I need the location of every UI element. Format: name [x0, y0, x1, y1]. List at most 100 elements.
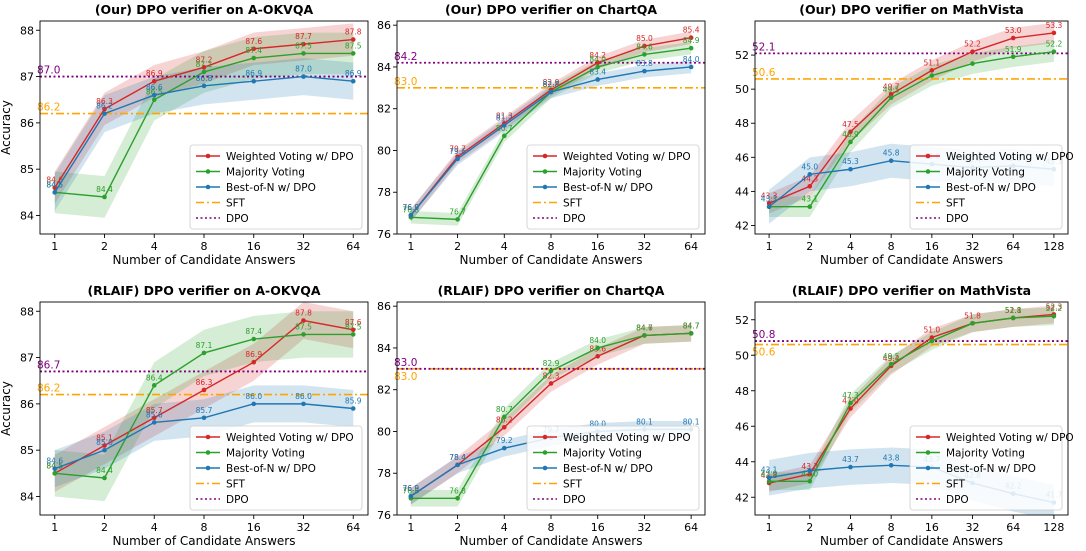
- data-label: 84.0: [589, 55, 606, 64]
- data-label: 87.5: [295, 322, 312, 331]
- y-tick-label: 84: [377, 61, 391, 74]
- data-point: [595, 353, 601, 359]
- x-tick-label: 1: [407, 240, 414, 253]
- y-tick-label: 84: [377, 342, 391, 355]
- sft-value-label: 83.0: [394, 371, 417, 383]
- legend-marker: [542, 434, 548, 440]
- data-point: [807, 478, 813, 484]
- data-label: 43.8: [883, 453, 900, 462]
- data-point: [888, 91, 894, 97]
- data-label: 87.4: [245, 327, 262, 336]
- legend-label: Weighted Voting w/ DPO: [226, 432, 354, 444]
- y-tick-label: 80: [377, 425, 391, 438]
- data-label: 43.0: [801, 469, 818, 478]
- x-tick-label: 8: [201, 521, 208, 534]
- y-tick-label: 52: [735, 49, 749, 62]
- data-point: [501, 414, 507, 420]
- data-label: 87.8: [295, 309, 312, 318]
- legend-label: SFT: [946, 198, 966, 210]
- data-point: [1010, 35, 1016, 41]
- data-label: 52.2: [964, 40, 981, 49]
- data-point: [929, 73, 935, 78]
- data-point: [548, 381, 554, 386]
- legend-label: Majority Voting: [563, 448, 642, 460]
- legend-label: Best-of-N w/ DPO: [946, 463, 1036, 475]
- legend-label: SFT: [563, 198, 583, 210]
- x-tick-label: 1: [766, 521, 773, 534]
- legend-label: Weighted Voting w/ DPO: [946, 432, 1074, 444]
- data-label: 87.5: [345, 41, 362, 50]
- data-point: [888, 95, 894, 100]
- data-point: [201, 387, 207, 393]
- x-tick-label: 64: [1006, 521, 1020, 534]
- data-point: [455, 156, 460, 162]
- data-label: 85.0: [636, 34, 653, 43]
- x-tick-label: 16: [247, 521, 261, 534]
- band-1: [54, 32, 354, 218]
- band-1: [54, 311, 354, 502]
- data-label: 52.3: [1046, 302, 1063, 311]
- data-label: 84.0: [589, 336, 606, 345]
- data-point: [807, 471, 813, 477]
- data-point: [301, 41, 306, 47]
- legend-box: [526, 425, 700, 511]
- data-label: 85.1: [96, 434, 113, 443]
- y-tick-label: 46: [735, 420, 749, 433]
- data-point: [301, 332, 306, 337]
- data-label: 84.4: [96, 185, 113, 194]
- data-label: 49.5: [883, 352, 900, 361]
- legend: Weighted Voting w/ DPO Majority Voting Bes…: [189, 425, 363, 511]
- data-point: [501, 424, 507, 430]
- data-point: [251, 336, 257, 342]
- y-tick-label: 42: [735, 219, 749, 232]
- legend-marker: [205, 169, 211, 174]
- data-point: [548, 89, 554, 95]
- x-tick-label: 1: [766, 240, 773, 253]
- sft-value-label: 50.6: [752, 347, 776, 359]
- legend-marker: [205, 465, 211, 471]
- dpo-value-label: 52.1: [752, 41, 775, 53]
- x-tick-label: 8: [548, 240, 555, 253]
- y-tick-label: 85: [20, 444, 34, 457]
- data-label: 86.0: [245, 392, 262, 401]
- data-label: 45.0: [801, 162, 818, 171]
- x-tick-label: 64: [346, 521, 360, 534]
- data-label: 86.9: [146, 69, 163, 78]
- data-point: [501, 133, 507, 139]
- data-label: 53.3: [1046, 21, 1063, 30]
- data-point: [102, 106, 107, 112]
- dpo-value-label: 84.2: [394, 51, 417, 63]
- data-point: [251, 46, 257, 52]
- data-label: 49.7: [883, 82, 900, 91]
- y-tick-label: 88: [20, 305, 34, 318]
- data-point: [102, 194, 107, 200]
- data-point: [151, 97, 157, 103]
- x-axis-label: Number of Candidate Answers: [820, 534, 1003, 548]
- x-tick-label: 4: [501, 240, 508, 253]
- legend-label: Majority Voting: [946, 448, 1025, 460]
- data-point: [1010, 315, 1016, 321]
- data-label: 51.1: [923, 58, 940, 67]
- legend-label: Majority Voting: [226, 448, 305, 460]
- data-label: 42.9: [761, 469, 778, 478]
- data-label: 85.9: [345, 397, 362, 406]
- x-tick-label: 2: [806, 521, 813, 534]
- data-label: 45.8: [883, 149, 900, 158]
- x-tick-label: 128: [1043, 240, 1064, 253]
- panel-title: (RLAIF) DPO verifier on MathVista: [792, 283, 1031, 298]
- data-label: 86.6: [146, 83, 163, 92]
- y-tick-label: 78: [377, 467, 391, 480]
- legend-label: DPO: [226, 213, 249, 225]
- data-point: [848, 139, 853, 145]
- y-tick-label: 48: [735, 117, 749, 130]
- data-point: [350, 78, 356, 84]
- y-tick-label: 84: [20, 490, 34, 503]
- data-label: 76.8: [449, 486, 466, 495]
- y-tick-label: 76: [377, 228, 391, 241]
- panel-4: 86.786.284.585.185.786.386.987.887.684.5…: [0, 283, 369, 548]
- legend-box: [189, 425, 363, 511]
- data-label: 49.5: [883, 86, 900, 95]
- axes-frame: [754, 301, 1069, 516]
- data-label: 82.3: [543, 371, 560, 380]
